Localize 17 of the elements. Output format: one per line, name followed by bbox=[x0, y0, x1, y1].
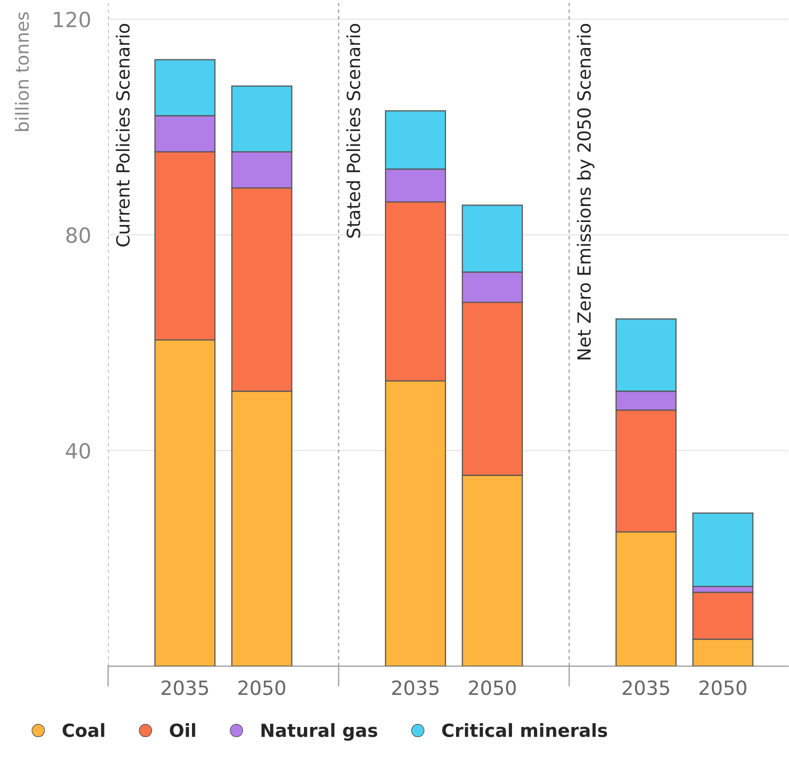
y-tick-label: 40 bbox=[66, 442, 90, 459]
legend-label: Critical minerals bbox=[442, 723, 608, 738]
legend-label: Oil bbox=[170, 723, 196, 738]
x-tick-label: 2035 bbox=[162, 680, 208, 696]
x-tick-label: 2050 bbox=[238, 680, 286, 696]
legend-label: Coal bbox=[62, 723, 104, 738]
y-tick-label: 80 bbox=[66, 227, 90, 244]
x-tick-label: 2050 bbox=[700, 680, 746, 696]
annotation: Current Policies Scenario bbox=[116, 24, 130, 246]
x-tick-label: 2035 bbox=[392, 680, 439, 696]
annotation: Stated Policies Scenario bbox=[346, 24, 360, 238]
x-tick-label: 2050 bbox=[469, 680, 516, 696]
y-axis-title: billion tonnes bbox=[14, 12, 29, 131]
annotation: Net Zero Emissions by 2050 Scenario bbox=[576, 24, 594, 360]
y-tick-label: 120 bbox=[54, 12, 90, 28]
x-tick-label: 2035 bbox=[622, 680, 670, 696]
legend-label: Natural gas bbox=[262, 723, 378, 741]
